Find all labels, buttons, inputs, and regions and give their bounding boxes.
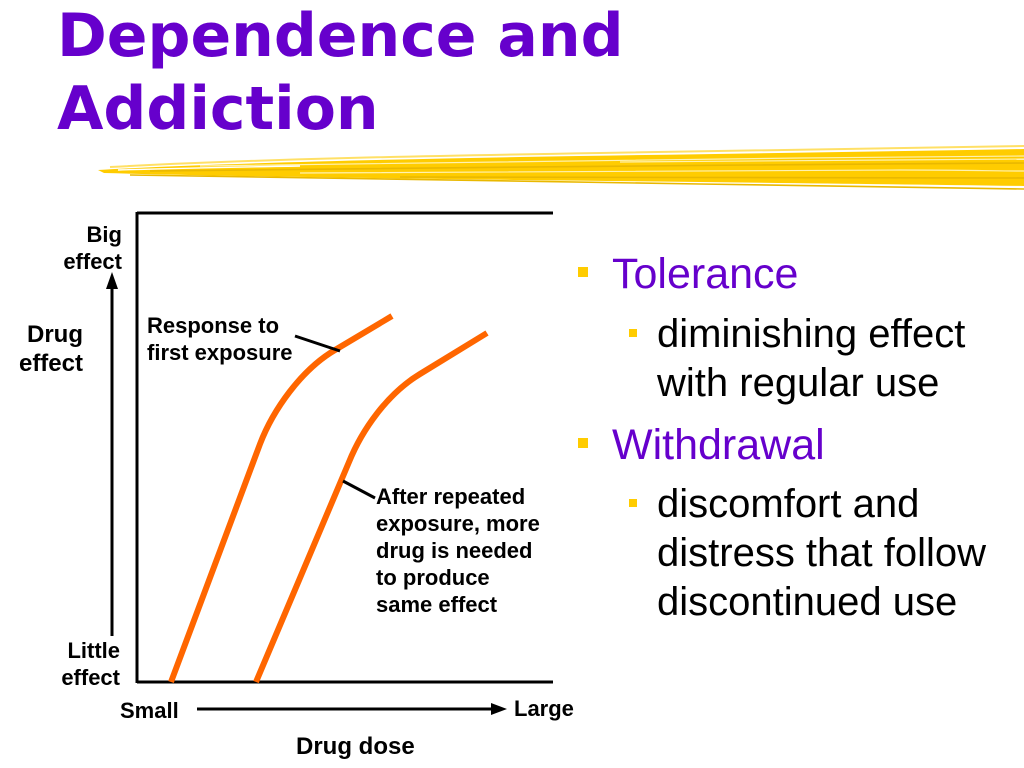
y-axis-top-label: Big effect [63, 222, 122, 274]
callout-line-text: After repeated [376, 484, 526, 509]
square-bullet-icon [578, 438, 588, 448]
bullet-withdrawal: Withdrawal [612, 421, 825, 469]
x-axis-title: Drug dose [296, 733, 415, 760]
slide-title: Dependence and Addiction [57, 1, 624, 144]
callout-line-repeated-exposure [342, 479, 376, 500]
callout-label-first-exposure: Response to first exposure [147, 313, 293, 365]
square-bullet-icon [629, 499, 637, 507]
callout-label-repeated-exposure: After repeated exposure, more drug is ne… [376, 483, 540, 618]
square-bullet-icon [578, 267, 588, 277]
callout-line-text: to produce [376, 565, 490, 590]
callout-line-text: drug is needed [376, 538, 533, 563]
arrow-up-icon [106, 272, 118, 289]
curve-first-exposure [168, 313, 394, 684]
x-axis-left-label: Small [120, 698, 179, 723]
callout-line-text: exposure, more [376, 511, 540, 536]
y-axis-bottom-label: Little effect [61, 638, 120, 690]
y-axis-title: Drug effect [18, 321, 83, 377]
bullet-withdrawal-detail: discomfort and distress that follow disc… [657, 482, 987, 624]
x-axis-right-label: Large [514, 696, 574, 721]
square-bullet-icon [629, 329, 637, 337]
bullet-tolerance-detail: diminishing effect with regular use [657, 312, 966, 405]
bullet-tolerance: Tolerance [612, 250, 799, 298]
callout-line-text: same effect [376, 592, 498, 617]
curve-repeated-exposure [253, 330, 489, 684]
title-underline-brushstroke [98, 145, 1024, 190]
callout-line-first-exposure [294, 334, 341, 353]
arrow-right-icon [491, 703, 507, 715]
